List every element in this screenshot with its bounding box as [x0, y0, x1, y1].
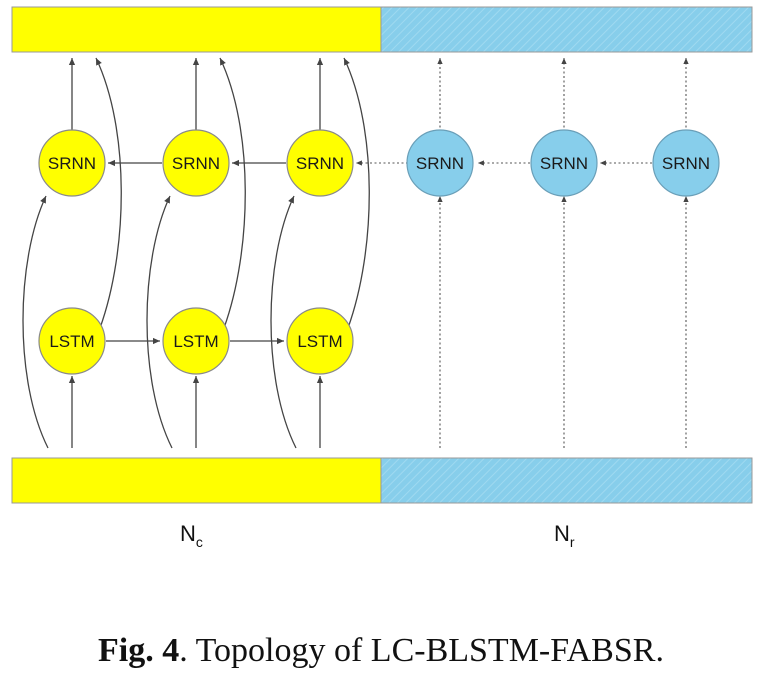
top-bar-blue [380, 6, 753, 53]
nr-label: Nr [554, 521, 575, 550]
nc-label-main: N [180, 521, 196, 546]
lookahead-dotted-arrows [356, 58, 689, 448]
topology-diagram: SRNN SRNN SRNN SRNN SRNN SRNN LSTM LSTM … [11, 6, 753, 550]
lstm-node: LSTM [38, 307, 106, 375]
lstm-node: LSTM [286, 307, 354, 375]
lstm-input-arrows [68, 376, 324, 448]
figure-caption: Fig. 4. Topology of LC-BLSTM-FABSR. [0, 632, 762, 670]
srnn-label: SRNN [296, 154, 344, 173]
srnn-blue-node: SRNN [530, 129, 598, 197]
srnn-label: SRNN [172, 154, 220, 173]
lstm-to-output-curves [95, 57, 370, 329]
bottom-bar-yellow [11, 457, 382, 504]
srnn-blue-node: SRNN [406, 129, 474, 197]
nr-label-sub: r [570, 534, 575, 550]
nc-label: Nc [180, 521, 203, 550]
bottom-bar-blue [380, 457, 753, 504]
nc-label-sub: c [196, 534, 203, 550]
srnn-yellow-node: SRNN [38, 129, 106, 197]
figure-number: Fig. 4 [98, 632, 180, 669]
srnn-yellow-node: SRNN [162, 129, 230, 197]
lstm-label: LSTM [173, 332, 218, 351]
lstm-label: LSTM [49, 332, 94, 351]
top-bar-yellow [11, 6, 382, 53]
srnn-label: SRNN [540, 154, 588, 173]
srnn-blue-node: SRNN [652, 129, 720, 197]
srnn-label: SRNN [662, 154, 710, 173]
input-to-srnn-curves [22, 195, 297, 449]
nr-label-main: N [554, 521, 570, 546]
srnn-label: SRNN [48, 154, 96, 173]
srnn-output-arrows [68, 57, 324, 132]
srnn-yellow-node: SRNN [286, 129, 354, 197]
caption-text: . Topology of LC-BLSTM-FABSR. [179, 632, 664, 669]
srnn-label: SRNN [416, 154, 464, 173]
lstm-node: LSTM [162, 307, 230, 375]
lstm-label: LSTM [297, 332, 342, 351]
